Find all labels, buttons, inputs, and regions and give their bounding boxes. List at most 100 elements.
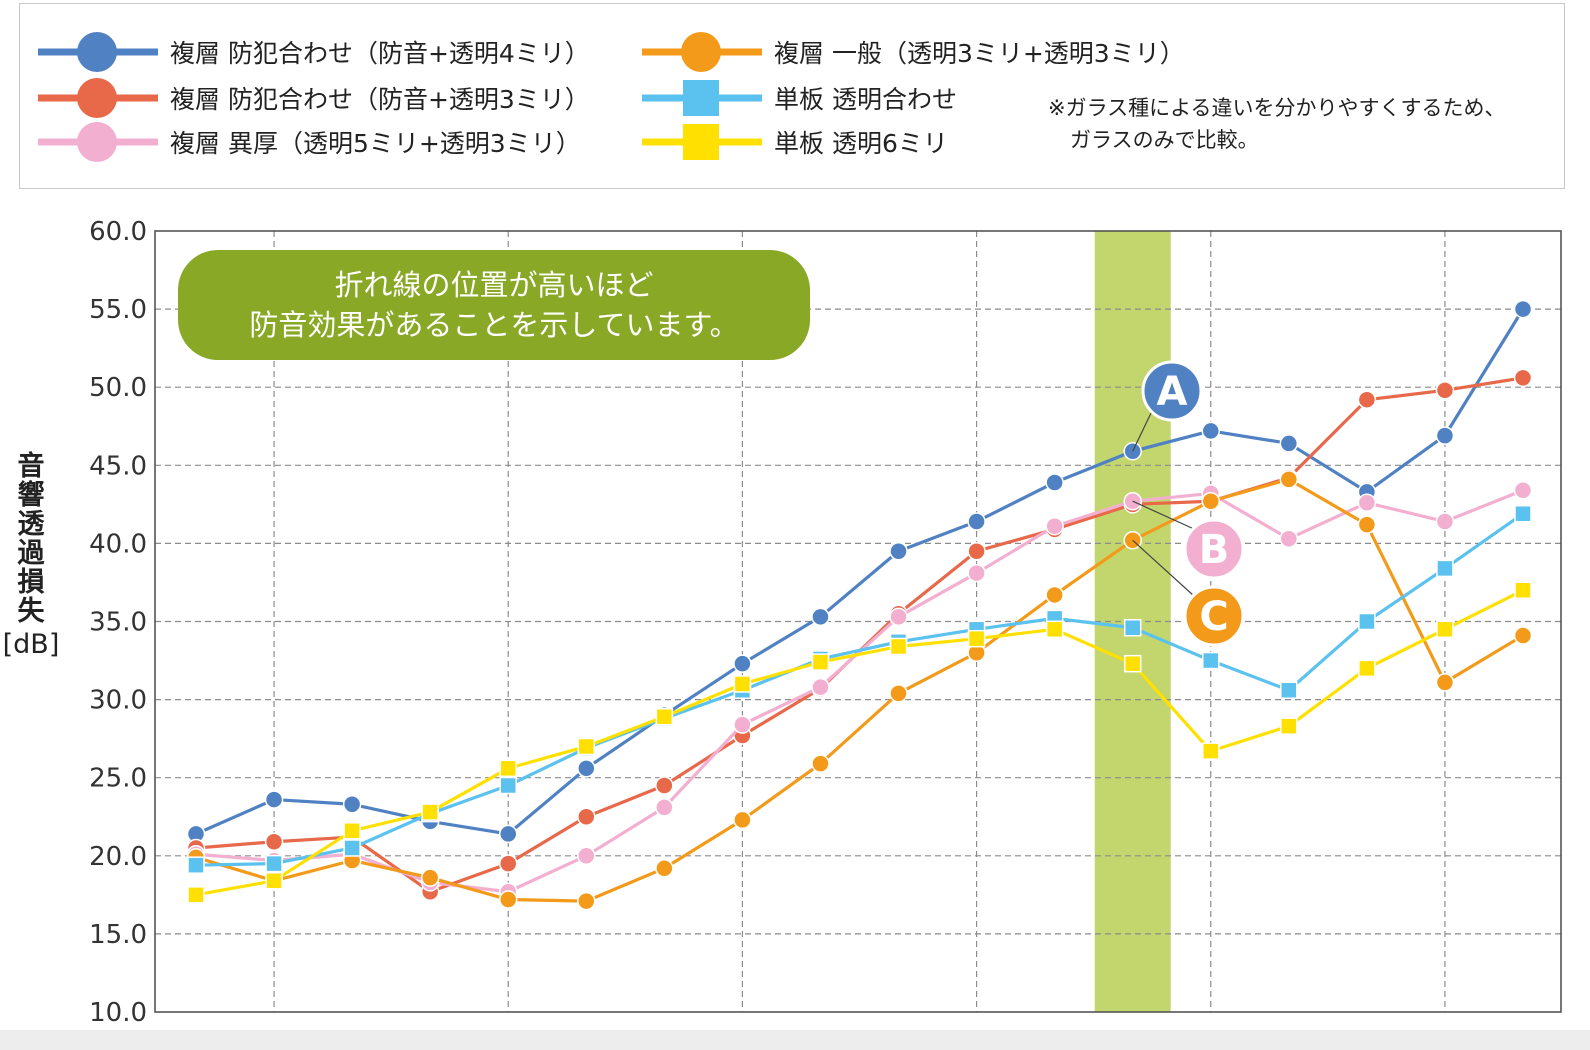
data-point xyxy=(1514,581,1532,600)
series-line xyxy=(195,308,1525,836)
data-point xyxy=(1435,673,1455,692)
y-axis-label-char: 損 xyxy=(17,567,45,598)
y-tick-label: 35.0 xyxy=(89,608,147,638)
data-point xyxy=(1513,299,1533,319)
data-point xyxy=(811,754,830,773)
data-point xyxy=(889,637,908,656)
data-point xyxy=(1201,491,1221,511)
data-point xyxy=(264,790,284,809)
data-point xyxy=(655,798,674,817)
legend-label: 複層 防犯合わせ（防音+透明3ミリ） xyxy=(170,85,590,114)
data-point xyxy=(499,776,517,795)
badge-circle xyxy=(1183,518,1245,580)
legend-label: 単板 透明合わせ xyxy=(774,85,957,114)
data-point xyxy=(499,759,517,778)
data-point xyxy=(1514,504,1532,523)
data-point xyxy=(1202,651,1220,670)
data-point xyxy=(1045,620,1064,639)
circle-marker-icon xyxy=(38,122,158,162)
data-point xyxy=(889,684,908,703)
y-tick-label: 15.0 xyxy=(89,920,147,950)
data-point xyxy=(1279,529,1299,548)
legend-note: ※ガラス種による違いを分かりやすくするため、 ガラスのみで比較。 xyxy=(1048,92,1506,156)
data-point xyxy=(733,810,752,830)
data-point xyxy=(1513,368,1533,388)
y-tick-label: 30.0 xyxy=(89,686,147,716)
data-point xyxy=(187,886,205,904)
badge-leader xyxy=(1132,539,1195,597)
y-tick-label: 60.0 xyxy=(89,217,147,247)
data-point xyxy=(343,839,361,857)
callout-box: 折れ線の位置が高いほど 防音効果があることを示しています。 xyxy=(178,250,810,360)
data-point xyxy=(342,795,362,814)
y-axis-label-char: 透 xyxy=(17,509,45,540)
legend-item: 複層 防犯合わせ（防音+透明3ミリ） xyxy=(38,78,590,118)
data-point xyxy=(1123,654,1142,673)
data-point xyxy=(1435,381,1455,400)
data-point xyxy=(1279,470,1299,489)
data-point xyxy=(889,607,908,627)
data-point xyxy=(1045,473,1064,492)
legend: ※ガラス種による違いを分かりやすくするため、 ガラスのみで比較。 複層 防犯合わ… xyxy=(19,3,1565,189)
legend-note-line2: ガラスのみで比較。 xyxy=(1070,128,1259,152)
data-point xyxy=(577,737,596,756)
data-point xyxy=(498,890,518,909)
data-point xyxy=(655,776,674,795)
data-point xyxy=(1045,516,1064,536)
data-point xyxy=(1123,618,1142,637)
y-tick-label: 10.0 xyxy=(89,998,147,1028)
legend-label: 複層 防犯合わせ（防音+透明4ミリ） xyxy=(170,39,590,68)
legend-label: 複層 異厚（透明5ミリ+透明3ミリ） xyxy=(170,129,581,158)
data-point xyxy=(265,872,283,890)
data-point xyxy=(811,607,830,627)
callout-line1: 折れ線の位置が高いほど xyxy=(334,268,654,302)
legend-label: 単板 透明6ミリ xyxy=(774,129,948,158)
legend-item: 単板 透明6ミリ xyxy=(642,122,948,162)
y-axis-unit: [dB] xyxy=(2,629,60,660)
data-point xyxy=(1513,626,1533,645)
circle-marker-icon xyxy=(642,32,762,72)
data-point xyxy=(1513,481,1533,500)
y-tick-label: 25.0 xyxy=(89,764,147,794)
data-point xyxy=(577,891,596,911)
data-point xyxy=(1279,434,1299,453)
data-point xyxy=(811,677,830,697)
data-point xyxy=(1435,426,1455,445)
data-point xyxy=(1357,390,1377,409)
data-point xyxy=(889,541,908,561)
badge-circle xyxy=(1183,585,1245,647)
data-point xyxy=(1436,559,1454,578)
data-point xyxy=(655,859,674,878)
y-tick-label: 55.0 xyxy=(89,295,147,325)
data-point xyxy=(1045,585,1064,605)
y-tick-label: 40.0 xyxy=(89,529,147,559)
circle-marker-icon xyxy=(38,32,158,72)
series-line xyxy=(195,512,1524,867)
circle-marker-icon xyxy=(38,78,158,118)
legend-item: 単板 透明合わせ xyxy=(642,78,957,118)
plot-frame xyxy=(154,230,1562,1013)
data-point xyxy=(265,854,283,873)
data-point xyxy=(498,824,518,844)
legend-label: 複層 一般（透明3ミリ+透明3ミリ） xyxy=(774,39,1185,68)
data-point xyxy=(1358,612,1376,631)
data-point xyxy=(498,854,518,873)
data-point xyxy=(967,512,986,531)
badge-label: A xyxy=(1157,369,1188,415)
y-tick-label: 50.0 xyxy=(89,373,147,403)
data-point xyxy=(187,856,205,874)
badge-leader xyxy=(1132,410,1153,452)
data-point xyxy=(1358,659,1376,678)
data-point xyxy=(1201,421,1221,441)
legend-note-line1: ※ガラス種による違いを分かりやすくするため、 xyxy=(1048,96,1506,120)
data-point xyxy=(655,708,674,726)
y-tick-label: 45.0 xyxy=(89,451,147,481)
data-point xyxy=(1357,493,1377,513)
series-line xyxy=(195,488,1524,894)
data-point xyxy=(577,759,596,778)
badge-leader xyxy=(1132,500,1195,530)
square-marker-icon xyxy=(642,80,762,116)
y-axis-label-char: 過 xyxy=(17,538,45,569)
legend-item: 複層 防犯合わせ（防音+透明4ミリ） xyxy=(38,32,590,72)
